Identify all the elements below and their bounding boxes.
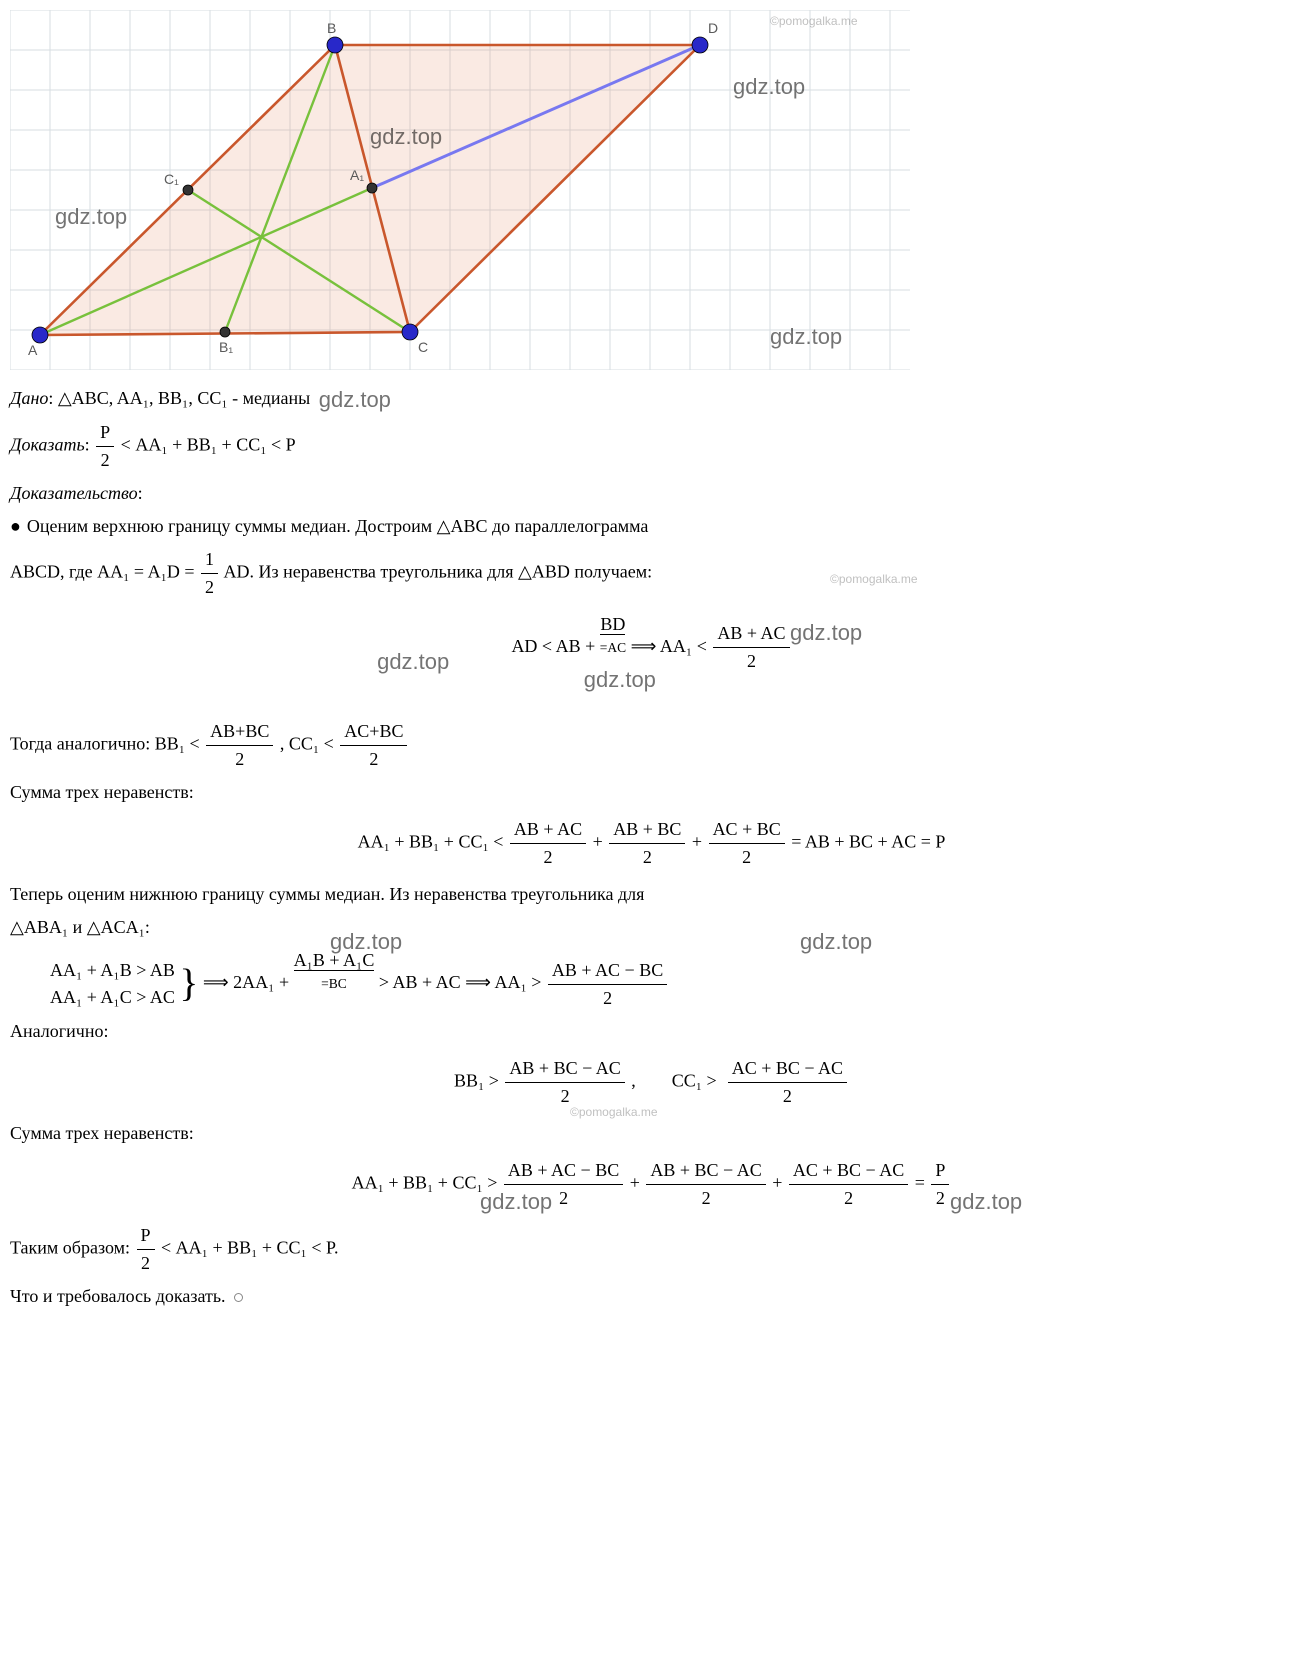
equation-3: gdz.top gdz.top AA₁ + A₁B > AB AA₁ + A₁C… xyxy=(10,947,1293,1011)
para-9: Таким образом: P2 < AA₁ + BB₁ + CC₁ < P. xyxy=(10,1222,1293,1277)
svg-text:A: A xyxy=(28,342,38,358)
svg-text:B₁: B₁ xyxy=(219,339,233,355)
para-8: Сумма трех неравенств: xyxy=(10,1120,1293,1147)
svg-text:B: B xyxy=(327,20,336,36)
equation-1: gdz.top AD < AB + BD=AC ⟹ AA₁ < AB + AC2… xyxy=(10,611,1293,708)
dano-content: : △ABC, AA₁, BB₁, CC₁ - медианы xyxy=(48,388,310,408)
proof-label-line: Доказательство: xyxy=(10,480,1293,507)
svg-text:D: D xyxy=(708,20,718,36)
para-3: Тогда аналогично: BB₁ < AB+BC2 , CC₁ < A… xyxy=(10,718,1293,773)
prove-line: Доказать: P2 < AA₁ + BB₁ + CC₁ < P xyxy=(10,419,1293,474)
qed-icon xyxy=(234,1293,243,1302)
svg-text:A₁: A₁ xyxy=(350,167,364,183)
geometry-diagram: ABCDA₁B₁C₁©pomogalka.megdz.topgdz.topgdz… xyxy=(10,10,910,370)
watermark-gdz: gdz.top xyxy=(319,387,391,412)
equation-5: AA₁ + BB₁ + CC₁ > AB + AC − BC2 + AB + B… xyxy=(10,1157,1293,1212)
equation-2: AA₁ + BB₁ + CC₁ < AB + AC2 + AB + BC2 + … xyxy=(10,816,1293,871)
svg-text:C₁: C₁ xyxy=(164,171,179,187)
equation-4: BB₁ > AB + BC − AC2 , CC₁ > AC + BC − AC… xyxy=(10,1055,1293,1110)
para-5: Теперь оценим нижнюю границу суммы медиа… xyxy=(10,881,1293,908)
para-7: Аналогично: xyxy=(10,1018,1293,1045)
para-1: ●Оценим верхнюю границу суммы медиан. До… xyxy=(10,513,1293,540)
para-2: ABCD, где AA₁ = A₁D = 12 AD. Из неравенс… xyxy=(10,546,1293,601)
given-line: Дано: △ABC, AA₁, BB₁, CC₁ - медианы gdz.… xyxy=(10,380,1293,413)
para-6: △ABA₁ и △ACA₁: xyxy=(10,914,1293,941)
para-10: Что и требовалось доказать. xyxy=(10,1283,1293,1310)
dokazat-label: Доказать xyxy=(10,435,85,455)
dano-label: Дано xyxy=(10,388,48,408)
svg-text:C: C xyxy=(418,339,428,355)
para-4: Сумма трех неравенств: xyxy=(10,779,1293,806)
